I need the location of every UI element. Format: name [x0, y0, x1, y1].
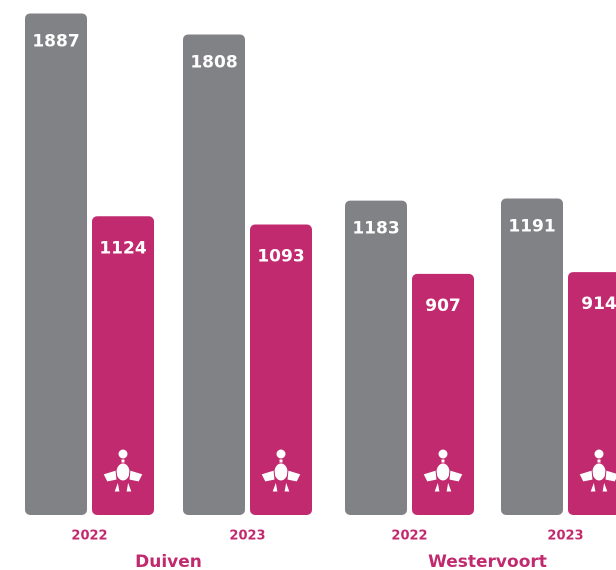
icon-part — [276, 449, 286, 459]
icon-part — [274, 463, 288, 481]
icon-part — [592, 463, 606, 481]
x-tick-label: 2023 — [547, 529, 583, 544]
chart: 1887 1124 2022 1808 1093 2023 1183 907 2022 1191 9… — [0, 0, 616, 570]
value-label: 914 — [581, 294, 616, 314]
x-tick-label: 2022 — [71, 529, 107, 544]
bar — [501, 198, 563, 515]
group-label: Westervoort — [428, 552, 547, 570]
bar — [183, 34, 245, 515]
icon-part — [116, 463, 130, 481]
x-tick-label: 2022 — [391, 529, 427, 544]
bar — [345, 201, 407, 515]
value-label: 1887 — [32, 31, 79, 51]
icon-part — [279, 459, 283, 463]
value-label: 1191 — [508, 216, 555, 236]
value-label: 1183 — [352, 219, 399, 239]
icon-part — [438, 449, 448, 459]
value-label: 1124 — [99, 238, 146, 258]
icon-part — [121, 459, 125, 463]
icon-part — [436, 463, 450, 481]
x-tick-label: 2023 — [229, 529, 265, 544]
icon-part — [597, 459, 601, 463]
value-label: 1093 — [257, 246, 304, 266]
icon-part — [441, 459, 445, 463]
bar — [25, 13, 87, 515]
value-label: 1808 — [190, 52, 237, 72]
value-label: 907 — [425, 296, 461, 316]
icon-part — [594, 449, 604, 459]
icon-part — [118, 449, 128, 459]
group-label: Duiven — [135, 552, 202, 570]
